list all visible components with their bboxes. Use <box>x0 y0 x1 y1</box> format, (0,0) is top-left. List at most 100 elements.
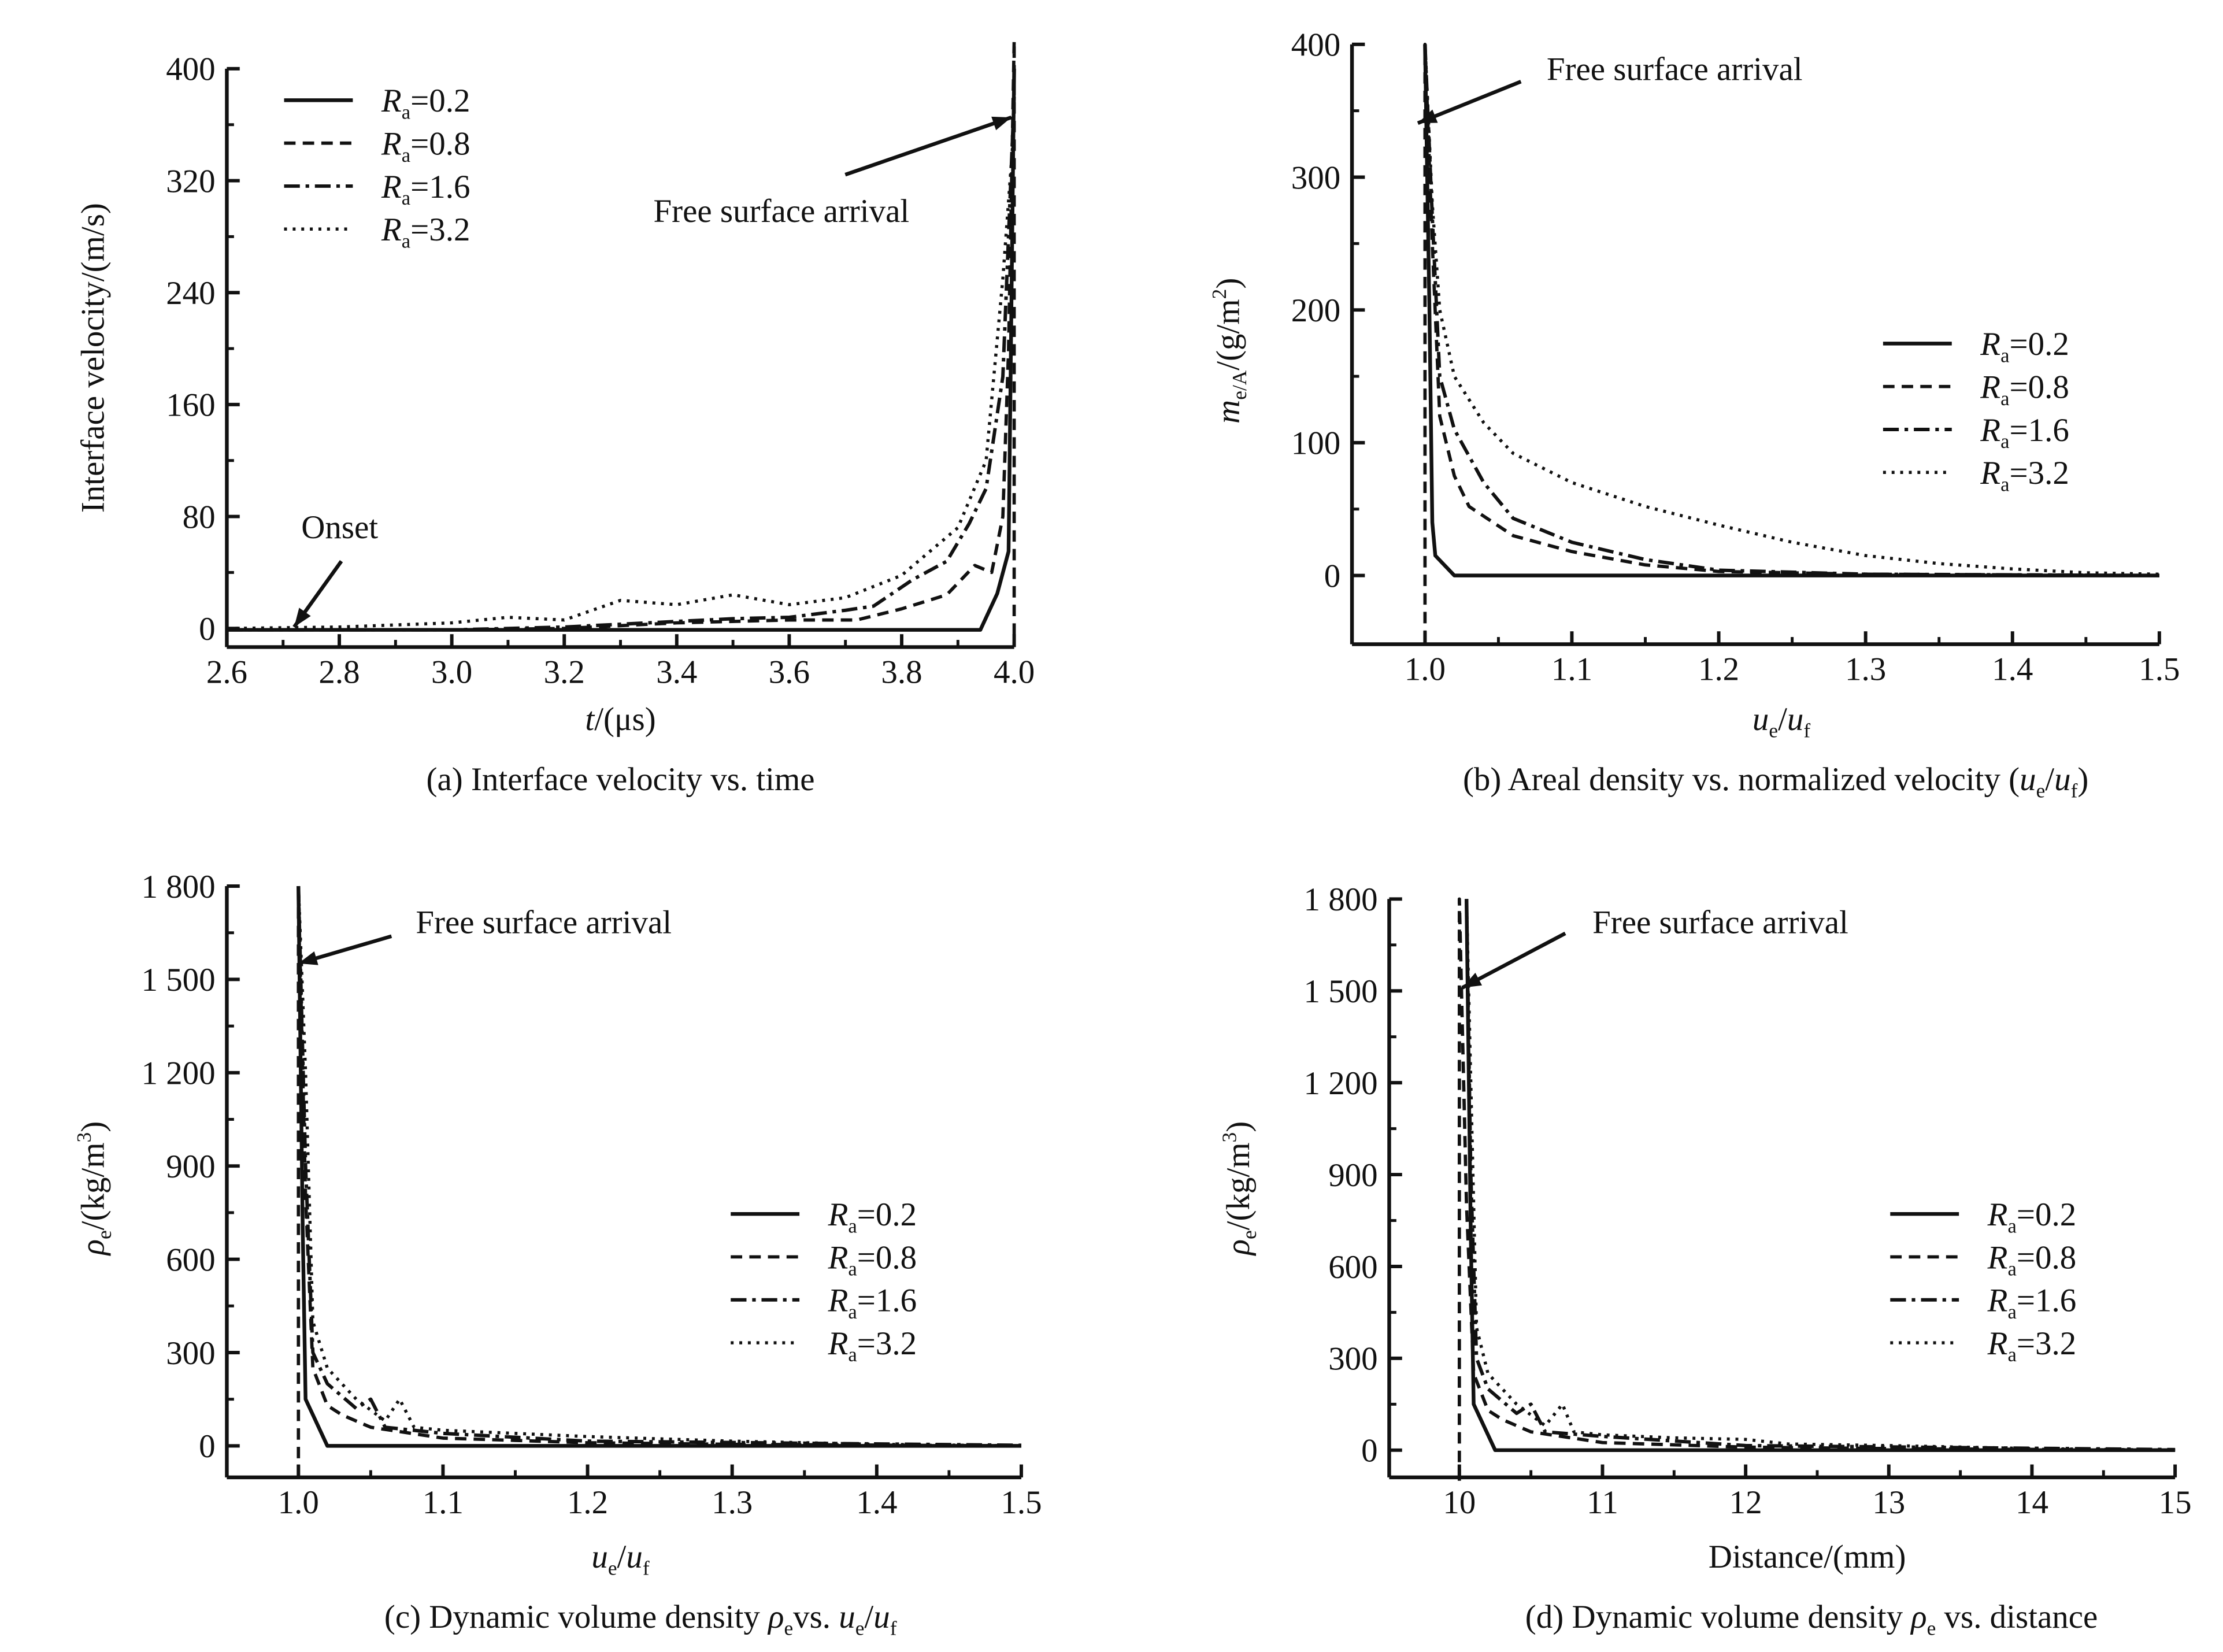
chart-caption-part: (a) Interface velocity vs. time <box>427 761 815 798</box>
x-axis-label-part: u <box>1787 701 1803 738</box>
y-tick-label: 1 200 <box>141 1055 215 1092</box>
chart-caption-part: (d) Dynamic volume density <box>1525 1599 1911 1635</box>
series-line-solid <box>1423 44 2159 577</box>
legend-label: Ra=0.2 <box>828 1197 917 1237</box>
legend-subscript: a <box>402 145 410 166</box>
y-axis-label-part: 3 <box>1218 1132 1240 1143</box>
legend-label: Ra=0.8 <box>1980 369 2069 409</box>
y-tick-label: 400 <box>166 51 215 88</box>
legend-value: =1.6 <box>857 1283 917 1319</box>
legend-subscript: a <box>2007 1215 2016 1237</box>
legend-value: =3.2 <box>2017 1325 2076 1362</box>
legend-label: Ra=1.6 <box>381 169 470 209</box>
legend-subscript: a <box>848 1258 857 1280</box>
y-tick-label: 600 <box>1328 1249 1377 1286</box>
chart-caption: (a) Interface velocity vs. time <box>427 761 815 798</box>
legend-symbol: R <box>1987 1283 2008 1319</box>
legend-label: Ra=3.2 <box>828 1325 917 1366</box>
y-axis-label-part: ) <box>75 1121 111 1132</box>
legend-symbol: R <box>1987 1239 2008 1276</box>
y-axis-label-part: 2 <box>1208 289 1231 299</box>
legend-label: Ra=0.2 <box>381 83 470 123</box>
y-tick-label: 400 <box>1291 27 1340 64</box>
y-tick-label: 0 <box>199 611 215 647</box>
legend-value: =1.6 <box>410 169 470 205</box>
legend-subscript: a <box>848 1215 857 1237</box>
legend-symbol: R <box>1980 326 2000 362</box>
y-tick-label: 0 <box>199 1428 215 1465</box>
x-axis-label-part: u <box>626 1539 642 1575</box>
y-axis-label-part: e <box>93 1230 116 1239</box>
series-line-dashdot <box>1423 44 2159 577</box>
annotation-arrow-head <box>1417 109 1438 123</box>
x-axis-label: ue/uf <box>591 1539 649 1579</box>
x-axis-label-part: e <box>1769 719 1778 742</box>
x-tick-label: 1.4 <box>856 1484 897 1521</box>
legend-subscript: a <box>2000 345 2009 367</box>
y-tick-label: 1 800 <box>1303 881 1377 918</box>
legend-symbol: R <box>1980 369 2000 405</box>
chart-caption-part: / <box>864 1599 873 1635</box>
chart-caption-part: ρ <box>1910 1599 1926 1635</box>
legend-label: Ra=0.8 <box>1987 1239 2077 1280</box>
legend-value: =0.8 <box>2009 369 2069 405</box>
x-tick-label: 15 <box>2159 1484 2192 1521</box>
series-line-solid <box>297 886 1021 1448</box>
annotation-label: Free surface arrival <box>1547 51 1803 88</box>
legend-subscript: a <box>402 102 410 124</box>
y-tick-label: 300 <box>1291 160 1340 196</box>
y-axis-label: ρe/(kg/m3) <box>73 1121 116 1257</box>
legend-subscript: a <box>2007 1301 2016 1323</box>
legend-symbol: R <box>828 1325 849 1362</box>
chart-caption: (d) Dynamic volume density ρe vs. distan… <box>1525 1599 2098 1639</box>
chart-caption-part: e <box>855 1617 865 1639</box>
legend-symbol: R <box>828 1283 849 1319</box>
legend-value: =0.2 <box>410 83 470 119</box>
legend-subscript: a <box>402 187 410 209</box>
y-axis-label: Interface velocity/(m/s) <box>75 203 111 513</box>
x-tick-label: 14 <box>2015 1484 2048 1521</box>
chart-caption-part: e <box>1927 1617 1936 1639</box>
legend-symbol: R <box>381 83 402 119</box>
annotation-arrow-head <box>1462 972 1483 988</box>
legend-value: =0.8 <box>857 1239 917 1276</box>
legend-value: =0.8 <box>410 125 470 162</box>
series-line-dashed <box>1457 897 2176 1481</box>
chart-caption-part: (c) Dynamic volume density <box>384 1599 768 1635</box>
legend-value: =0.2 <box>857 1197 917 1233</box>
legend-subscript: a <box>2007 1344 2016 1366</box>
y-axis-label-part: Interface velocity/(m/s) <box>75 203 111 513</box>
annotation-label: Onset <box>301 509 378 546</box>
x-tick-label: 1.0 <box>1405 651 1446 687</box>
x-tick-label: 1.2 <box>1698 651 1739 687</box>
legend-symbol: R <box>381 212 402 248</box>
y-axis-label: me/A/(g/m2) <box>1208 278 1251 424</box>
x-tick-label: 13 <box>1872 1484 1905 1521</box>
legend-label: Ra=0.2 <box>1987 1197 2077 1237</box>
legend-label: Ra=1.6 <box>1987 1283 2077 1323</box>
legend-value: =3.2 <box>410 212 470 248</box>
legend-value: =0.2 <box>2017 1197 2076 1233</box>
y-axis-label-part: m <box>1210 400 1246 424</box>
series-line-dashdot <box>1465 899 2176 1451</box>
annotation-arrow-head <box>298 951 318 965</box>
y-axis-label-part: /(kg/m <box>75 1142 111 1230</box>
y-axis-label-part: /(kg/m <box>1220 1142 1257 1230</box>
y-tick-label: 1 200 <box>1303 1065 1377 1102</box>
y-axis-label-part: e <box>1238 1230 1261 1239</box>
legend-value: =1.6 <box>2017 1283 2076 1319</box>
x-tick-label: 1.5 <box>1001 1484 1042 1521</box>
x-axis-label-part: / <box>617 1539 627 1575</box>
x-tick-label: 1.4 <box>1992 651 2033 687</box>
x-axis-label-part: u <box>1753 701 1769 738</box>
annotation-label: Free surface arrival <box>416 905 672 941</box>
annotation-label: Free surface arrival <box>653 193 909 229</box>
legend-subscript: a <box>2007 1258 2016 1280</box>
legend-subscript: a <box>2000 431 2009 453</box>
y-tick-label: 1 500 <box>1303 973 1377 1010</box>
y-tick-label: 1 800 <box>141 869 215 905</box>
legend-symbol: R <box>1987 1325 2008 1362</box>
y-axis-label-part: ρ <box>75 1239 111 1256</box>
